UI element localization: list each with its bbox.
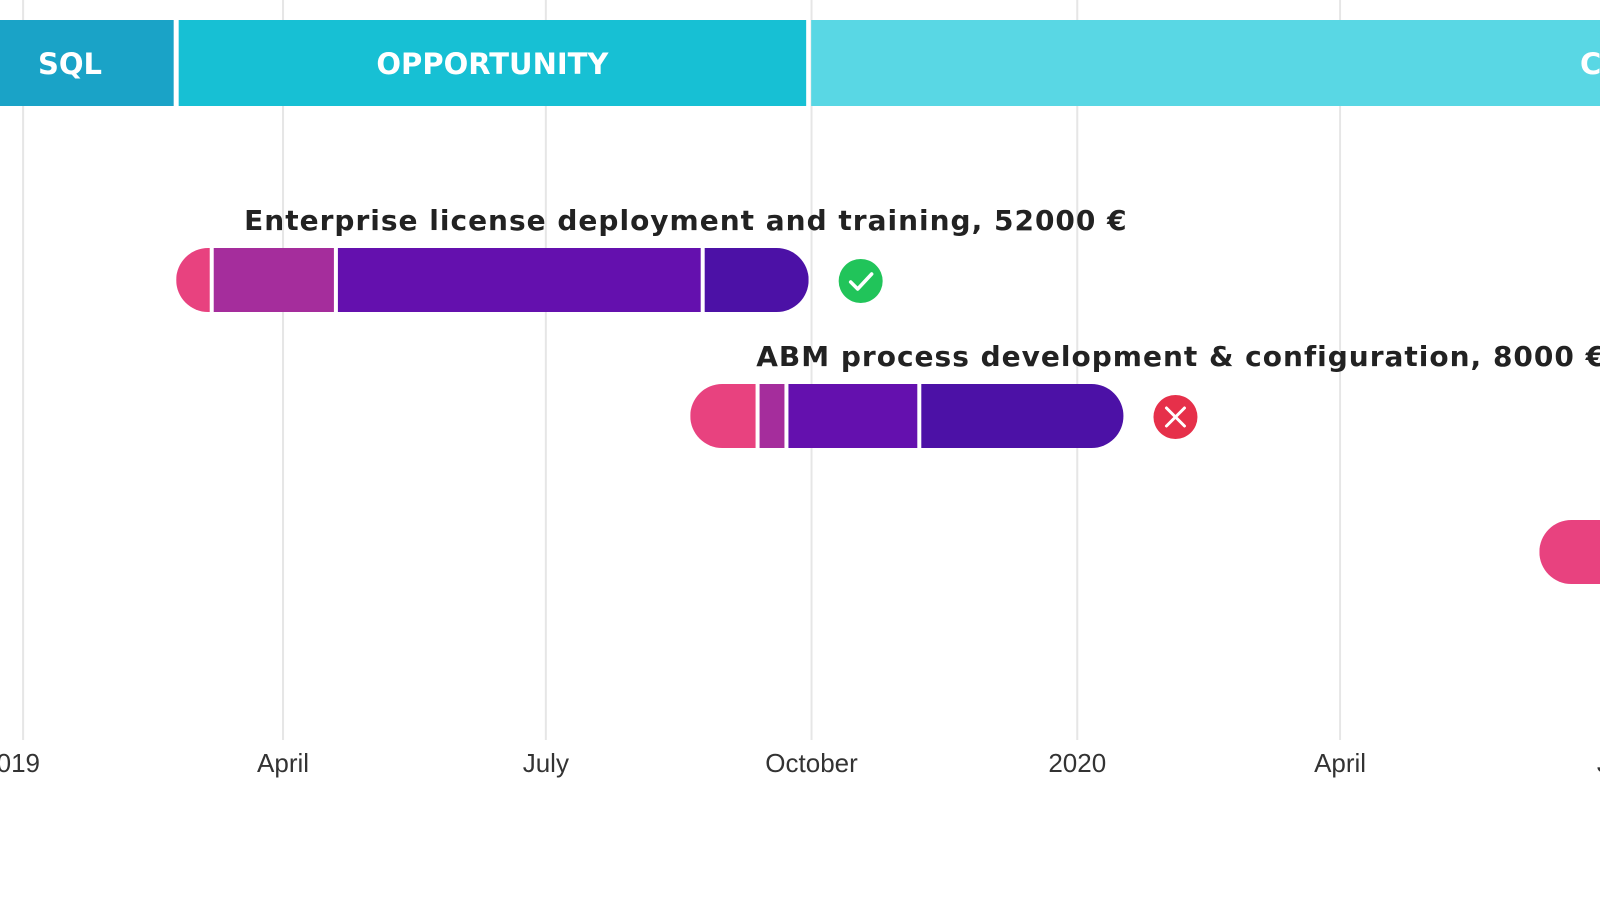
x-axis: 2019 April July October 2020 April J [0,748,1600,778]
deal-0-segment-2 [337,248,701,312]
deal-row-1[interactable]: ABM process development & configuration,… [690,340,1600,448]
x-tick-label-3: October [765,748,858,778]
x-tick-label-4: 2020 [1048,748,1106,778]
deal-0-segment-3 [704,248,809,312]
deal-bar-0[interactable] [176,248,809,312]
deal-bar-2[interactable] [1539,520,1600,584]
stage-opportunity: OPPORTUNITY [178,20,807,106]
stage-label-sql: SQL [38,47,102,81]
stage-band-c [811,20,1600,106]
deal-0-segment-1 [213,248,334,312]
check-circle-icon [838,259,883,303]
x-tick-label-0: 2019 [0,748,40,778]
stage-band-sql [0,20,174,106]
x-tick-label-1: April [257,748,309,778]
deal-bar-1[interactable] [690,384,1124,448]
deal-title-1: ABM process development & configuration,… [756,340,1600,373]
x-tick-label-2: July [523,748,569,778]
gridlines [22,0,1342,740]
deal-1-segment-0 [690,384,756,448]
x-circle-icon [1153,395,1198,439]
deal-row-0[interactable]: Enterprise license deployment and traini… [176,204,1127,312]
stage-label-opportunity: OPPORTUNITY [376,47,609,81]
deal-title-0: Enterprise license deployment and traini… [244,204,1127,237]
stage-c: C [811,20,1600,106]
stage-sql: SQL [0,20,174,106]
deal-1-segment-2 [788,384,918,448]
deal-rows: Enterprise license deployment and traini… [176,204,1600,584]
deal-row-2[interactable] [1539,520,1600,584]
stage-header-band: SQL OPPORTUNITY C [0,20,1600,106]
deal-1-segment-3 [921,384,1124,448]
deal-1-segment-1 [759,384,785,448]
deal-0-segment-0 [176,248,210,312]
stage-label-c: C [1580,47,1600,81]
stage-band-opportunity [178,20,807,106]
deal-2-segment-0 [1539,520,1600,584]
x-tick-label-6: J [1597,748,1600,778]
x-tick-label-5: April [1314,748,1366,778]
